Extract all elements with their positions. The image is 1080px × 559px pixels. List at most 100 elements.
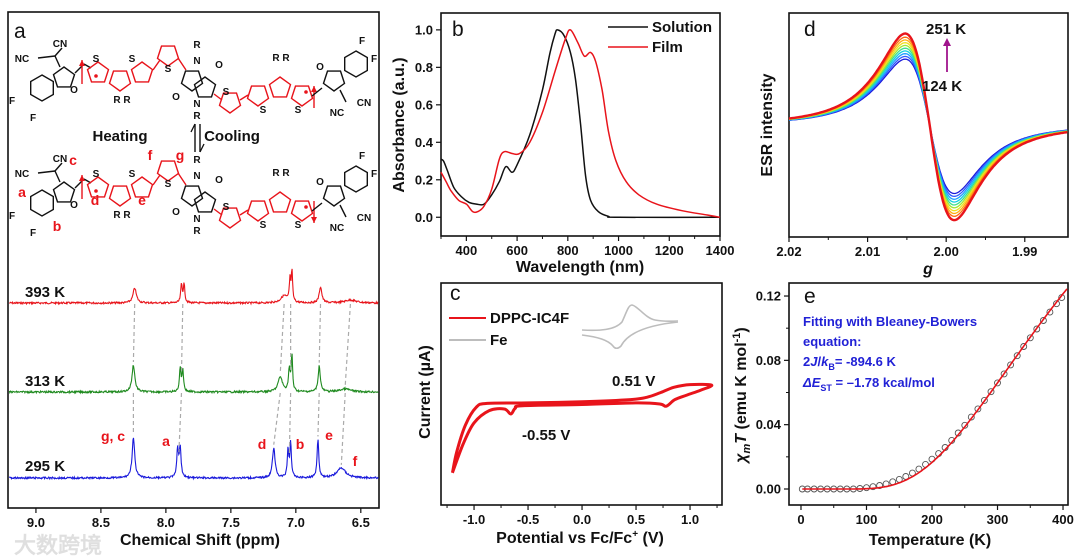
x-tick-label: 200 xyxy=(921,512,943,527)
cyclopentanone-ring xyxy=(52,181,76,203)
x-tick-label: 8.0 xyxy=(157,515,175,530)
legend-label: Fe xyxy=(490,332,508,349)
bond xyxy=(37,55,56,59)
y-axis-title: χmT (emu K mol-1) xyxy=(731,327,753,464)
peak-correlation-line xyxy=(273,392,281,445)
double-bond xyxy=(177,172,187,186)
x-tick-label: 1000 xyxy=(604,243,633,258)
data-point xyxy=(869,483,877,491)
data-point xyxy=(1020,343,1028,350)
atom-label-n: N xyxy=(193,99,200,110)
cyclopentanone-ring xyxy=(52,66,76,88)
bond xyxy=(339,89,347,103)
fit-text-part: ΔE xyxy=(802,375,821,390)
fit-text-part: k xyxy=(821,354,829,369)
peak-assignment-label: a xyxy=(162,433,170,449)
benzene-ring xyxy=(344,165,368,193)
cyclopentadiene-ring xyxy=(108,185,132,207)
bond xyxy=(37,170,56,174)
atom-label-nc: NC xyxy=(15,169,29,180)
thiophene-ring xyxy=(130,176,154,198)
y-axis-title-part: (emu K mol xyxy=(733,342,750,434)
data-point xyxy=(1000,370,1008,378)
x-tick-label: 6.5 xyxy=(352,515,370,530)
thiophene-ring xyxy=(246,200,270,222)
atom-label-o: O xyxy=(172,92,180,103)
data-point xyxy=(863,484,870,492)
bond xyxy=(54,170,61,183)
atom-label-o: O xyxy=(172,207,180,218)
fit-text-part: J xyxy=(810,354,818,369)
y-axis-title-part: -1 xyxy=(731,333,743,343)
atom-label-s: S xyxy=(260,105,267,116)
x-axis-title: g xyxy=(922,261,933,278)
x-axis-title-part: + xyxy=(632,529,638,540)
y-axis-title: Current (µA) xyxy=(417,345,434,439)
pyrrole-ring xyxy=(180,70,204,92)
pyrrole-ring xyxy=(193,76,217,98)
data-point xyxy=(1046,308,1054,316)
atom-label-s: S xyxy=(93,169,100,180)
y-tick-label: 0.4 xyxy=(415,135,434,150)
x-axis-title-part: (V) xyxy=(638,530,664,547)
pyrrole-ring xyxy=(193,191,217,213)
peak-correlation-line xyxy=(132,303,136,362)
benzene-ring xyxy=(30,74,54,102)
atom-label-f: F xyxy=(359,36,365,47)
increase-arrow-head xyxy=(943,38,951,46)
spin-arrow-head xyxy=(311,86,317,92)
plot-frame xyxy=(440,12,721,237)
peak-correlation-line xyxy=(279,303,285,374)
bleaney-bowers-fit-line xyxy=(802,288,1068,490)
x-tick-label: -0.5 xyxy=(517,512,539,527)
y-axis-title: Absorbance (a.u.) xyxy=(391,57,408,192)
y-axis-title-part: χ xyxy=(733,453,750,465)
thiophene-ring xyxy=(218,207,242,229)
atom-label-o: O xyxy=(316,62,324,73)
panel-label-d: d xyxy=(804,18,816,41)
bond xyxy=(54,47,63,57)
radical-dot xyxy=(94,189,98,193)
data-point xyxy=(994,379,1001,387)
x-axis-title-part: Potential vs Fc/Fc xyxy=(496,530,632,547)
y-tick-label: 0.2 xyxy=(415,172,433,187)
y-axis-title-part: T xyxy=(733,433,750,444)
benzene-ring xyxy=(30,189,54,217)
atom-label-s: S xyxy=(129,169,136,180)
x-tick-label: -1.0 xyxy=(463,512,485,527)
bond xyxy=(311,202,323,212)
temperature-label: 295 K xyxy=(25,458,65,475)
atom-label-cn: CN xyxy=(357,213,371,224)
legend-label: Film xyxy=(652,39,683,56)
x-tick-label: 400 xyxy=(1052,512,1074,527)
panel-label-b: b xyxy=(452,18,464,41)
atom-label-r: R xyxy=(193,40,201,51)
cyclopentadiene-ring xyxy=(108,70,132,92)
y-tick-label: 0.6 xyxy=(415,97,433,112)
panel-label-a: a xyxy=(14,20,26,43)
temperature-low-label: 124 K xyxy=(922,78,962,95)
thiophene-ring xyxy=(156,160,180,182)
panel-d-esr: 2.02 2.01 2.00 1.99 d 251 K 124 K g ESR intensit… xyxy=(759,12,1069,278)
panel-e-susceptibility: 0 100 200 300 400 0.00 0.04 0.08 0.12 e Fitting wi… xyxy=(731,282,1074,549)
x-tick-label: 2.02 xyxy=(776,244,801,259)
y-tick-label: 0.00 xyxy=(756,481,781,496)
panel-a-frame xyxy=(7,11,380,509)
data-point xyxy=(967,413,975,421)
cv-inset-ferrocene xyxy=(581,304,679,350)
thiophene-ring xyxy=(290,85,314,107)
atom-label-s: S xyxy=(165,64,172,75)
double-bond xyxy=(213,93,223,101)
x-tick-label: 600 xyxy=(506,243,528,258)
x-tick-label: 0 xyxy=(797,512,804,527)
atom-label-f: F xyxy=(30,228,36,239)
fit-text-part: = –1.78 kcal/mol xyxy=(832,375,935,390)
data-point xyxy=(876,482,884,489)
plot-frame xyxy=(788,12,1069,238)
proton-label-e: e xyxy=(138,192,146,208)
legend-label: Solution xyxy=(652,19,712,36)
peak-correlation-line xyxy=(340,392,346,465)
thiophene-ring xyxy=(218,92,242,114)
